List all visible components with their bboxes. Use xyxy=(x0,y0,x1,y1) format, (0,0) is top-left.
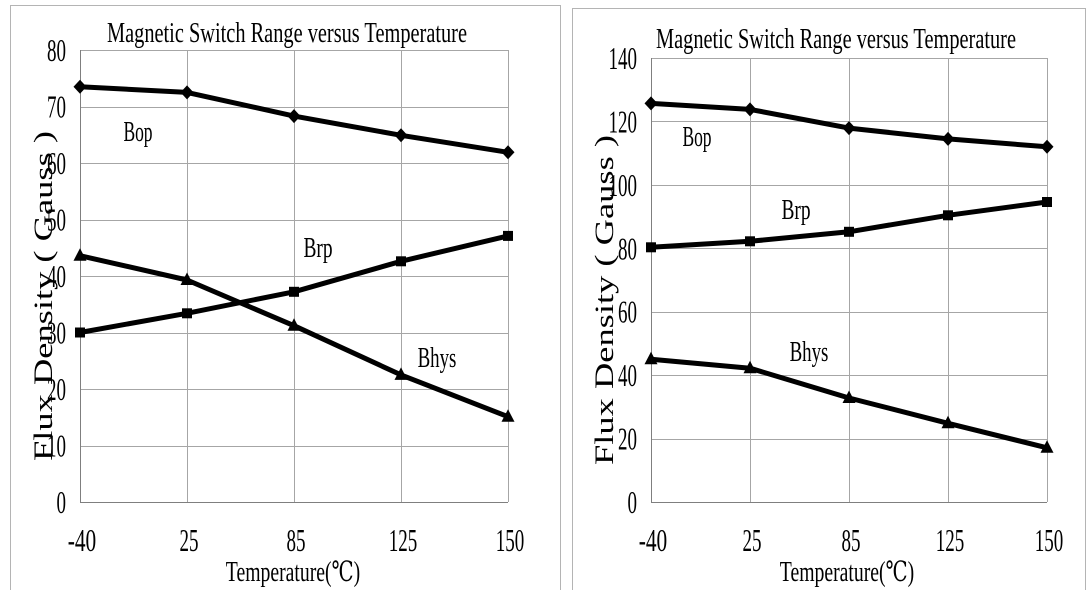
bop-point-150 xyxy=(1040,139,1054,154)
y-axis-title: Flux Density ( Gauss ) xyxy=(590,135,619,465)
bop-point-25 xyxy=(180,85,194,100)
y-tick-label: 10 xyxy=(47,428,66,464)
chart-title: Magnetic Switch Range versus Temperature xyxy=(656,24,1016,55)
y-tick-label: 80 xyxy=(618,230,637,266)
brp-point--40 xyxy=(75,327,85,338)
bop-point-150 xyxy=(501,145,515,160)
x-tick-label: 150 xyxy=(496,522,525,558)
brp-point-150 xyxy=(1042,197,1052,207)
bhys-point-150 xyxy=(1040,440,1054,453)
chart-panel-border xyxy=(10,5,561,590)
x-tick-label: 125 xyxy=(936,522,965,558)
y-tick-label: 20 xyxy=(618,421,637,457)
x-tick-label: 25 xyxy=(180,522,199,558)
bhys-point--40 xyxy=(73,248,87,261)
x-tick-label: 85 xyxy=(287,522,306,558)
y-axis-title: Flux Density ( Gauss ) xyxy=(29,131,58,461)
bop-point--40 xyxy=(73,79,87,94)
y-tick-label: 70 xyxy=(47,89,66,125)
series-bhys: Bhys xyxy=(73,248,515,422)
bop-point-85 xyxy=(842,121,856,136)
bhys-point-85 xyxy=(842,390,856,403)
series-bhys: Bhys xyxy=(644,337,1054,453)
series-bop: Bop xyxy=(73,79,515,160)
y-axis-title-group: Flux Density ( Gauss ) xyxy=(590,135,619,465)
y-tick-label: 60 xyxy=(618,294,637,330)
y-tick-label: 120 xyxy=(609,103,638,139)
chart-title: Magnetic Switch Range versus Temperature xyxy=(107,18,467,49)
brp-label: Brp xyxy=(781,195,810,226)
y-tick-label: 40 xyxy=(47,258,66,294)
y-tick-label: 40 xyxy=(618,357,637,393)
chart-2: 0 20 40 60 80 100 120 140 -40 25 85 125 150 Magnetic … xyxy=(572,8,1086,590)
y-axis-title-group: Flux Density ( Gauss ) xyxy=(29,131,58,461)
bhys-label: Bhys xyxy=(418,343,457,374)
bhys-point-85 xyxy=(287,318,301,331)
brp-point--40 xyxy=(646,242,656,253)
brp-point-25 xyxy=(745,236,755,247)
series-brp: Brp xyxy=(646,195,1052,253)
y-tick-label: 60 xyxy=(47,145,66,181)
y-tick-label: 20 xyxy=(47,371,66,407)
y-tick-label: 30 xyxy=(47,315,66,351)
bop-point--40 xyxy=(644,96,658,111)
y-tick-label: 80 xyxy=(47,32,66,68)
y-tick-label: 100 xyxy=(609,167,638,203)
bhys-point-125 xyxy=(394,367,408,380)
bop-label: Bop xyxy=(123,117,152,148)
x-axis-title: Temperature(℃) xyxy=(780,557,914,588)
bhys-point-150 xyxy=(501,409,515,422)
x-tick-label: 25 xyxy=(743,522,762,558)
bop-point-125 xyxy=(941,131,955,146)
brp-point-150 xyxy=(503,230,513,241)
x-tick-label: -40 xyxy=(639,522,668,558)
bop-point-85 xyxy=(287,109,301,124)
brp-point-25 xyxy=(182,308,192,319)
bhys-point-25 xyxy=(180,272,194,285)
series-brp: Brp xyxy=(75,230,513,338)
gridlines xyxy=(80,50,509,503)
brp-point-125 xyxy=(943,210,953,221)
x-tick-label: 150 xyxy=(1035,522,1064,558)
x-tick-label: 125 xyxy=(389,522,418,558)
chart-panel-border xyxy=(572,8,1086,590)
x-tick-label: -40 xyxy=(68,522,97,558)
series-bop: Bop xyxy=(644,96,1054,154)
y-tick-label: 140 xyxy=(609,40,638,76)
x-axis-title: Temperature(℃) xyxy=(226,557,360,588)
chart-1: 0 10 20 30 40 50 60 70 80 -40 25 85 125 150 Magnetic S… xyxy=(10,5,561,590)
brp-label: Brp xyxy=(303,233,332,264)
y-tick-label: 50 xyxy=(47,202,66,238)
brp-point-125 xyxy=(396,256,406,267)
bhys-label: Bhys xyxy=(790,337,829,368)
y-tick-label: 0 xyxy=(57,484,67,520)
brp-point-85 xyxy=(844,226,854,237)
brp-point-85 xyxy=(289,286,299,297)
bhys-point--40 xyxy=(644,351,658,365)
bhys-point-125 xyxy=(941,415,955,429)
bop-point-25 xyxy=(743,102,757,117)
bhys-point-25 xyxy=(743,360,757,374)
y-tick-label: 0 xyxy=(628,484,638,520)
bop-label: Bop xyxy=(682,122,711,153)
x-tick-label: 85 xyxy=(842,522,861,558)
bop-point-125 xyxy=(394,128,408,143)
